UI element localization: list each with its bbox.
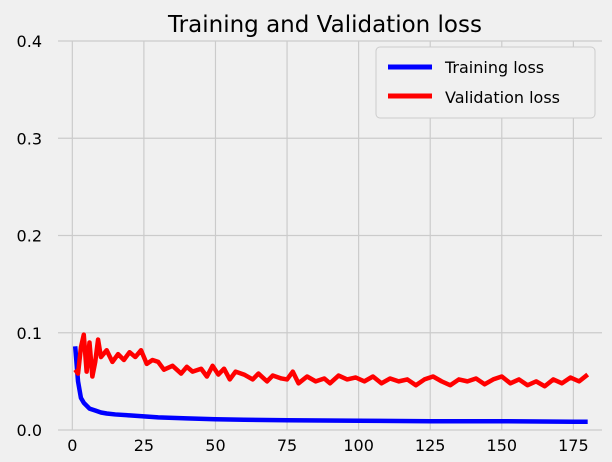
- x-tick-label: 175: [558, 436, 589, 455]
- series-lines: [72, 332, 590, 424]
- series-line-validation-loss: [73, 332, 590, 389]
- y-axis-ticks: 0.0 0.1 0.2 0.3 0.4: [17, 32, 42, 440]
- x-tick-label: 150: [487, 436, 518, 455]
- y-tick-label: 0.4: [17, 32, 42, 51]
- y-tick-label: 0.1: [17, 324, 42, 343]
- series-line-training-loss: [72, 346, 588, 424]
- y-tick-label: 0.3: [17, 129, 42, 148]
- x-tick-label: 25: [134, 436, 154, 455]
- legend-label-training-loss: Training loss: [444, 58, 544, 77]
- x-axis-ticks: 0 25 50 75 100 125 150 175: [67, 436, 588, 455]
- x-tick-label: 125: [415, 436, 446, 455]
- legend: Training loss Validation loss: [375, 46, 596, 119]
- x-tick-label: 0: [67, 436, 77, 455]
- x-tick-label: 75: [277, 436, 297, 455]
- legend-label-validation-loss: Validation loss: [445, 88, 560, 107]
- x-tick-label: 50: [205, 436, 225, 455]
- x-tick-label: 100: [343, 436, 374, 455]
- chart-title: Training and Validation loss: [167, 12, 482, 38]
- y-tick-label: 0.2: [17, 227, 42, 246]
- y-tick-label: 0.0: [17, 421, 42, 440]
